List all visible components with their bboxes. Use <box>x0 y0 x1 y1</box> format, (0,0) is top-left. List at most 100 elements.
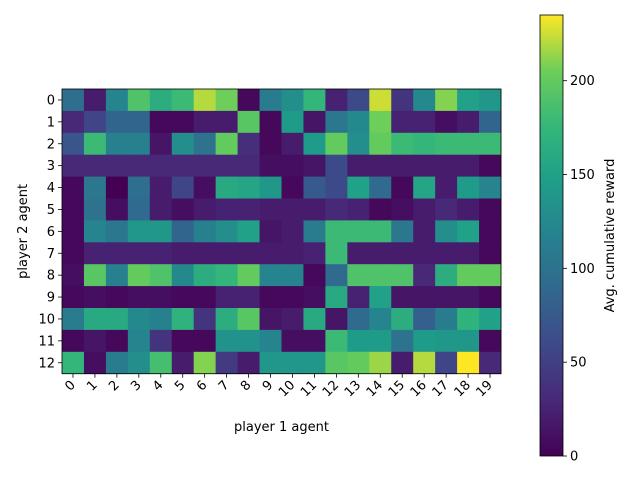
heatmap-cell <box>457 242 480 265</box>
heatmap-cell <box>457 308 480 331</box>
y-tick-label: 0 <box>47 93 55 108</box>
heatmap-cell <box>325 242 348 265</box>
heatmap-cell <box>237 176 260 199</box>
colorbar-label: Avg. cumulative reward <box>603 159 618 313</box>
heatmap-cell <box>193 308 217 331</box>
heatmap-cell <box>171 176 195 199</box>
heatmap-cell <box>347 132 370 156</box>
heatmap-cell <box>479 351 502 375</box>
heatmap-cell <box>127 132 151 156</box>
heatmap-cell <box>105 242 129 265</box>
x-tick-label: 11 <box>298 378 320 400</box>
heatmap-cell <box>457 110 480 134</box>
x-tick-label: 4 <box>150 378 166 394</box>
heatmap-cell <box>149 110 173 134</box>
heatmap-cell <box>62 286 85 309</box>
heatmap-cells <box>62 89 502 375</box>
heatmap-cell <box>281 308 304 331</box>
heatmap-cell <box>105 198 129 221</box>
heatmap-cell <box>281 264 304 287</box>
heatmap-cell <box>215 110 238 134</box>
y-tick-label: 3 <box>47 159 55 174</box>
heatmap-cell <box>347 329 370 353</box>
heatmap-cell <box>193 89 217 112</box>
heatmap-cell <box>237 242 260 265</box>
heatmap-cell <box>369 89 392 112</box>
heatmap-cell <box>171 351 195 375</box>
heatmap-cell <box>303 351 326 375</box>
heatmap-cell <box>303 242 326 265</box>
heatmap-cell <box>303 264 326 287</box>
heatmap-cell <box>413 329 436 353</box>
heatmap-cell <box>325 110 348 134</box>
colorbar-tick-label: 200 <box>570 74 595 89</box>
heatmap-cell <box>83 308 107 331</box>
colorbar-tick-label: 150 <box>570 168 595 183</box>
heatmap-cell <box>391 89 414 112</box>
heatmap-cell <box>193 154 217 177</box>
heatmap-cell <box>127 351 151 375</box>
x-tick-label: 13 <box>342 378 364 400</box>
heatmap-cell <box>303 176 326 199</box>
x-axis-ticks: 0 1 2 3 4 5 6 7 8 9 10 11 12 13 14 15 16 17 18 19 <box>62 373 496 400</box>
heatmap-cell <box>127 198 151 221</box>
heatmap-cell <box>369 132 392 156</box>
heatmap-cell <box>347 286 370 309</box>
heatmap-cell <box>369 242 392 265</box>
heatmap-cell <box>391 286 414 309</box>
heatmap-cell <box>413 154 436 177</box>
heatmap-cell <box>479 154 502 177</box>
heatmap-cell <box>457 351 480 375</box>
heatmap-cell <box>171 329 195 353</box>
heatmap-cell <box>303 308 326 331</box>
heatmap-cell <box>171 198 195 221</box>
heatmap-cell <box>259 286 282 309</box>
heatmap-cell <box>105 264 129 287</box>
heatmap-cell <box>259 176 282 199</box>
heatmap-cell <box>171 132 195 156</box>
heatmap-cell <box>193 286 217 309</box>
heatmap-cell <box>127 242 151 265</box>
heatmap-cell <box>149 132 173 156</box>
colorbar-tick-label: 100 <box>570 262 595 277</box>
heatmap-cell <box>369 308 392 331</box>
heatmap-cell <box>171 220 195 243</box>
heatmap-cell <box>325 351 348 375</box>
x-tick-label: 14 <box>364 378 386 400</box>
heatmap-cell <box>237 351 260 375</box>
heatmap-cell <box>325 132 348 156</box>
heatmap-cell <box>259 154 282 177</box>
heatmap-cell <box>303 132 326 156</box>
y-tick-label: 6 <box>47 225 55 240</box>
heatmap-cell <box>391 132 414 156</box>
y-tick-label: 9 <box>47 291 55 306</box>
heatmap-cell <box>149 308 173 331</box>
heatmap-cell <box>479 308 502 331</box>
heatmap-cell <box>413 264 436 287</box>
heatmap-cell <box>281 242 304 265</box>
heatmap-cell <box>479 329 502 353</box>
heatmap-cell <box>347 198 370 221</box>
heatmap-cell <box>193 176 217 199</box>
heatmap-cell <box>391 351 414 375</box>
heatmap-cell <box>281 198 304 221</box>
heatmap-cell <box>391 176 414 199</box>
heatmap-cell <box>127 176 151 199</box>
heatmap-cell <box>281 89 304 112</box>
y-tick-label: 2 <box>47 137 55 152</box>
heatmap-cell <box>457 132 480 156</box>
heatmap-cell <box>237 154 260 177</box>
heatmap-cell <box>193 242 217 265</box>
heatmap-cell <box>281 176 304 199</box>
y-tick-label: 7 <box>47 247 55 262</box>
heatmap-cell <box>303 154 326 177</box>
heatmap-cell <box>105 351 129 375</box>
y-tick-label: 5 <box>47 203 55 218</box>
heatmap-cell <box>149 154 173 177</box>
y-tick-label: 10 <box>38 312 55 327</box>
heatmap-cell <box>347 89 370 112</box>
heatmap-cell <box>259 329 282 353</box>
heatmap-cell <box>83 89 107 112</box>
x-tick-label: 10 <box>276 378 298 400</box>
heatmap-cell <box>325 329 348 353</box>
